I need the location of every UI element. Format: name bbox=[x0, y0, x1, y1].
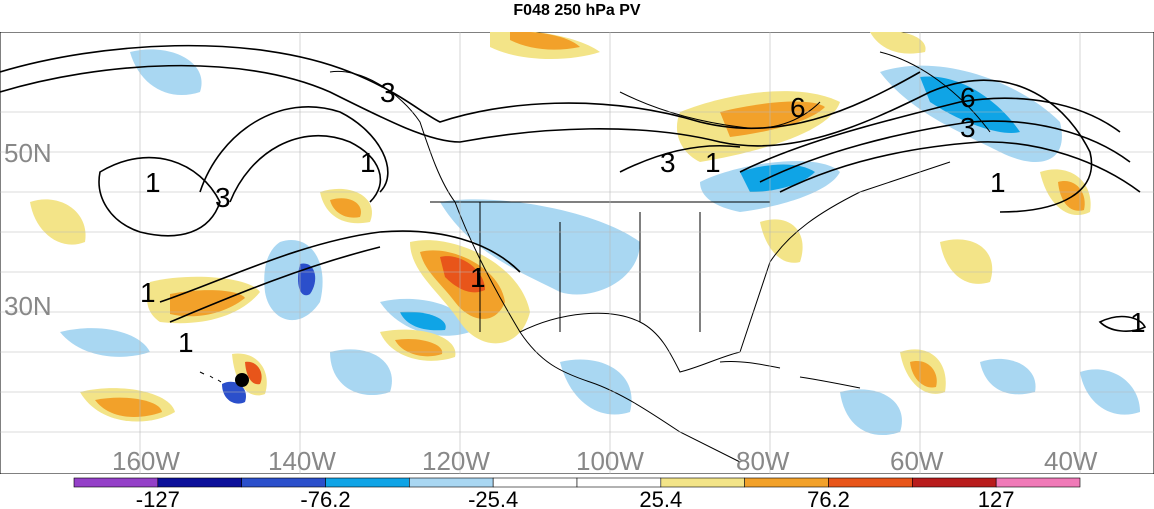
neg-anomaly bbox=[400, 311, 446, 331]
pos-anomaly bbox=[760, 219, 803, 263]
neg-anomaly bbox=[298, 263, 316, 296]
contour-line bbox=[0, 44, 921, 130]
contour-label: 1 bbox=[178, 327, 194, 358]
contour-line bbox=[739, 97, 1121, 173]
pos-anomaly bbox=[170, 290, 245, 317]
pos-anomaly bbox=[510, 32, 580, 50]
colorbar-label: -76.2 bbox=[300, 487, 350, 509]
contour-line bbox=[169, 246, 381, 323]
colorbar-swatch bbox=[409, 477, 494, 488]
lat-labels: 50N 30N bbox=[4, 138, 52, 321]
lon-label: 160W bbox=[112, 446, 180, 474]
pos-anomaly bbox=[330, 198, 361, 218]
neg-anomaly bbox=[840, 389, 902, 436]
contour-label: 3 bbox=[960, 112, 976, 143]
neg-anomaly bbox=[740, 164, 815, 192]
colorbar-label: 25.4 bbox=[639, 487, 682, 509]
gridlines bbox=[0, 32, 1154, 474]
neg-anomaly bbox=[264, 240, 323, 321]
contour-line bbox=[619, 144, 741, 173]
contour-line bbox=[98, 156, 221, 237]
colorbar-swatch bbox=[325, 477, 410, 488]
contour-line bbox=[229, 134, 382, 203]
contour-line bbox=[199, 106, 389, 193]
neg-anomaly bbox=[980, 358, 1036, 395]
neg-anomaly bbox=[60, 328, 150, 357]
colorbar-swatch bbox=[912, 477, 997, 488]
contour-label: 6 bbox=[790, 92, 806, 123]
map-title: F048 250 hPa PV bbox=[513, 2, 641, 19]
lat-label-50n: 50N bbox=[4, 138, 52, 168]
neg-anomaly bbox=[920, 76, 1020, 133]
contour-label: 1 bbox=[470, 262, 486, 293]
coastlines bbox=[199, 51, 991, 463]
contour-label: 3 bbox=[380, 77, 396, 108]
contour-label: 1 bbox=[1130, 307, 1146, 338]
colorbar-swatch bbox=[241, 477, 326, 488]
contour-line bbox=[779, 141, 1141, 193]
colorbar-label: 127 bbox=[978, 487, 1015, 509]
east-coast bbox=[739, 161, 951, 353]
lon-label: 120W bbox=[422, 446, 490, 474]
anomaly-shading bbox=[30, 32, 1140, 436]
colorbar-swatch bbox=[157, 477, 242, 488]
colorbar-swatch bbox=[73, 477, 159, 488]
contour-label: 1 bbox=[990, 167, 1006, 198]
contour-line bbox=[1098, 315, 1147, 332]
lat-label-30n: 30N bbox=[4, 291, 52, 321]
contour-labels: 3 1 3 1 1 1 1 3 1 6 6 3 1 1 bbox=[140, 77, 1146, 358]
pv-map: 3 1 3 1 1 1 1 3 1 6 6 3 1 1 50N 30N 160W… bbox=[0, 32, 1154, 474]
colorbar-label: -25.4 bbox=[468, 487, 518, 509]
contour-label: 3 bbox=[215, 182, 231, 213]
lon-label: 40W bbox=[1044, 446, 1098, 474]
contour-label: 6 bbox=[960, 82, 976, 113]
colorbar-boxes bbox=[73, 477, 1081, 488]
north-america-coast bbox=[329, 70, 741, 463]
contour-label: 1 bbox=[145, 167, 161, 198]
colorbar-swatch bbox=[576, 477, 662, 488]
neg-anomaly bbox=[330, 349, 392, 396]
pos-anomaly bbox=[95, 397, 162, 417]
pos-anomaly bbox=[910, 361, 937, 388]
pos-anomaly bbox=[1058, 181, 1085, 211]
pos-anomaly bbox=[870, 32, 926, 54]
contour-line bbox=[159, 230, 521, 303]
colorbar-swatch bbox=[744, 477, 829, 488]
pos-anomaly bbox=[440, 256, 485, 293]
contour-line bbox=[759, 120, 1131, 183]
contour-label: 1 bbox=[360, 147, 376, 178]
colorbar: -127 -76.2 -25.4 25.4 76.2 127 bbox=[73, 477, 1081, 509]
colorbar-labels: -127 -76.2 -25.4 25.4 76.2 127 bbox=[136, 487, 1015, 509]
location-marker bbox=[235, 373, 249, 387]
pos-anomaly bbox=[940, 239, 993, 284]
contour-label: 3 bbox=[660, 147, 676, 178]
gulf-coast bbox=[519, 312, 741, 373]
pos-anomaly bbox=[30, 199, 86, 245]
colorbar-swatch bbox=[492, 477, 578, 488]
hawaii-islands bbox=[199, 371, 222, 383]
colorbar-label: -127 bbox=[136, 487, 180, 509]
colorbar-swatch bbox=[828, 477, 913, 488]
contour-label: 1 bbox=[705, 147, 721, 178]
lon-label: 60W bbox=[890, 446, 944, 474]
pv-contours bbox=[0, 44, 1147, 332]
caribbean-islands bbox=[719, 361, 861, 389]
neg-anomaly bbox=[440, 199, 640, 295]
colorbar-label: 76.2 bbox=[807, 487, 850, 509]
contour-label: 1 bbox=[140, 277, 156, 308]
lon-labels: 160W 140W 120W 100W 80W 60W 40W bbox=[112, 446, 1098, 474]
colorbar-swatch bbox=[995, 477, 1081, 488]
neg-anomaly bbox=[560, 359, 632, 415]
pos-anomaly bbox=[245, 361, 262, 385]
lon-label: 100W bbox=[576, 446, 644, 474]
neg-anomaly bbox=[222, 381, 246, 404]
us-borders bbox=[430, 201, 770, 332]
hudson-bay-coast bbox=[619, 91, 821, 129]
lon-label: 80W bbox=[736, 446, 790, 474]
lon-label: 140W bbox=[268, 446, 336, 474]
colorbar-swatch bbox=[660, 477, 745, 488]
neg-anomaly bbox=[130, 49, 202, 96]
greenland-coast bbox=[879, 51, 991, 133]
